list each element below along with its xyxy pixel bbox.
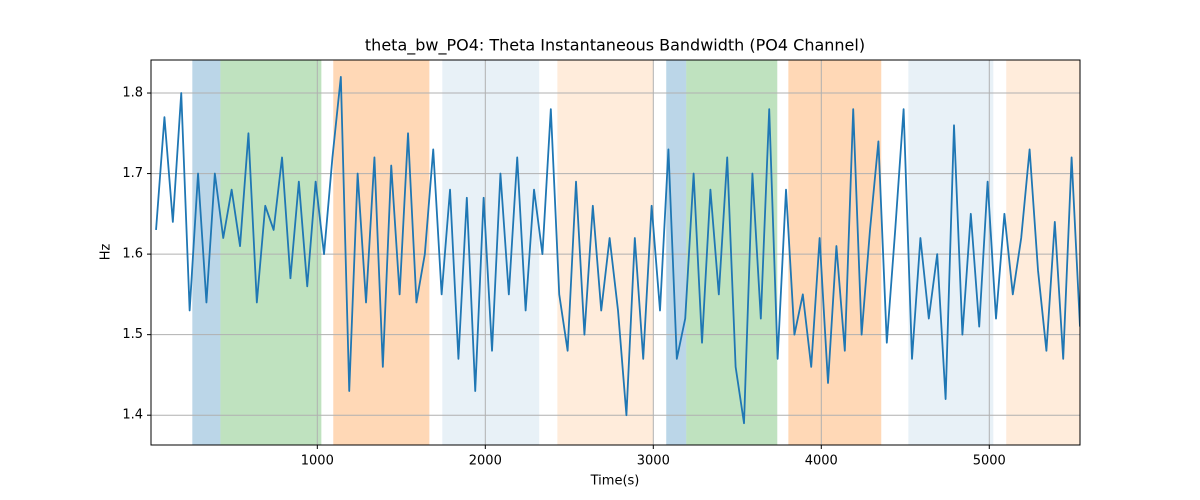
y-tick-label: 1.4 (122, 408, 143, 423)
y-tick-label: 1.8 (122, 86, 143, 101)
shaded-span (220, 60, 322, 445)
shaded-span (192, 60, 221, 445)
x-tick-label: 3000 (637, 454, 670, 469)
shaded-span (442, 60, 540, 445)
x-tick-label: 4000 (805, 454, 838, 469)
y-tick-label: 1.6 (122, 247, 143, 262)
y-axis-label: Hz (99, 244, 114, 261)
shaded-span (666, 60, 687, 445)
x-axis-label: Time(s) (590, 474, 640, 489)
y-tick-label: 1.5 (122, 327, 143, 342)
chart-title: theta_bw_PO4: Theta Instantaneous Bandwi… (365, 36, 865, 56)
shaded-span (788, 60, 882, 445)
plot-frame (150, 59, 1081, 446)
shaded-span (1006, 60, 1080, 445)
data-line (155, 76, 1080, 425)
x-tick-label: 2000 (469, 454, 502, 469)
shaded-span (333, 60, 430, 445)
x-tick-label: 1000 (301, 454, 334, 469)
y-tick-label: 1.7 (122, 166, 143, 181)
x-tick-label: 5000 (973, 454, 1006, 469)
